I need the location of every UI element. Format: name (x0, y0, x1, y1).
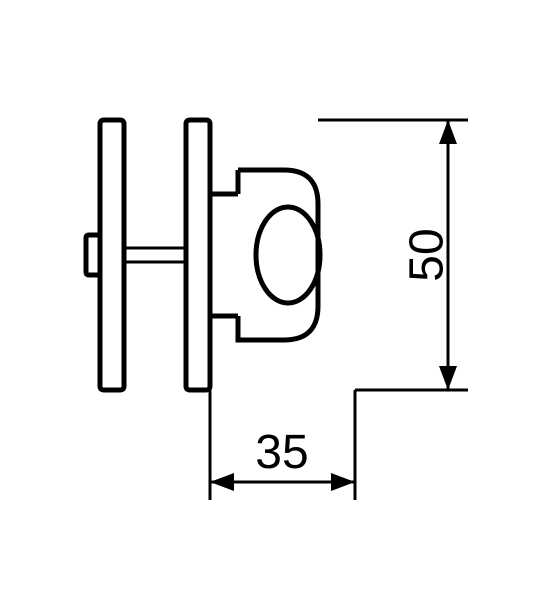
dim-height-label: 50 (401, 228, 454, 281)
dim-width-label: 35 (255, 426, 308, 479)
part-drawing (86, 120, 320, 390)
knob-body (238, 170, 318, 340)
knob-neck (210, 194, 238, 316)
plate-left (100, 120, 124, 390)
knob-face-ellipse (256, 207, 320, 303)
plate-right (186, 120, 210, 390)
